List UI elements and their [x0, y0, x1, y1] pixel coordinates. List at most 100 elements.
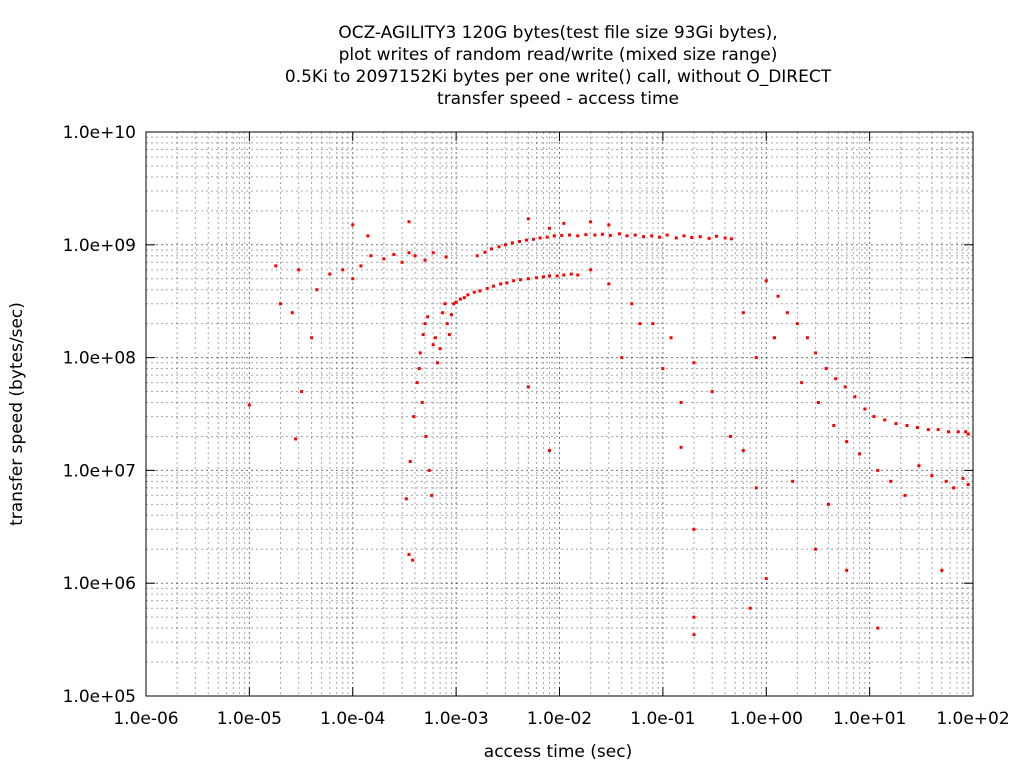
- data-point: [692, 527, 696, 531]
- data-point: [531, 237, 535, 241]
- x-tick-label: 1.0e-03: [423, 709, 488, 729]
- data-point: [651, 322, 655, 326]
- data-point: [853, 395, 857, 399]
- x-tick-label: 1.0e-05: [217, 709, 282, 729]
- data-point: [441, 311, 445, 315]
- data-point: [776, 294, 780, 298]
- data-point: [589, 220, 593, 224]
- data-point: [710, 390, 714, 394]
- data-point: [552, 234, 556, 238]
- data-point: [310, 336, 314, 340]
- data-point: [589, 268, 593, 272]
- data-point: [845, 440, 849, 444]
- data-point: [883, 418, 887, 422]
- data-point: [400, 260, 404, 264]
- data-point: [447, 333, 451, 337]
- data-point: [297, 268, 301, 272]
- data-point: [728, 434, 732, 438]
- data-point: [600, 232, 604, 236]
- data-point: [458, 297, 462, 301]
- data-point: [490, 247, 494, 251]
- y-axis-label: transfer speed (bytes/sec): [7, 302, 27, 526]
- data-point: [424, 434, 428, 438]
- data-point: [816, 400, 820, 404]
- data-point: [952, 486, 956, 490]
- data-point: [510, 241, 514, 245]
- data-point: [956, 430, 960, 434]
- data-point: [427, 468, 431, 472]
- data-point: [568, 233, 572, 237]
- data-point: [593, 233, 597, 237]
- y-tick-label: 1.0e+10: [63, 123, 136, 143]
- data-point: [576, 234, 580, 238]
- x-tick-label: 1.0e-04: [320, 709, 385, 729]
- data-point: [843, 385, 847, 389]
- data-point: [669, 336, 673, 340]
- data-point: [382, 257, 386, 261]
- data-point: [741, 311, 745, 315]
- data-point: [964, 430, 968, 434]
- data-point: [351, 277, 355, 281]
- data-point: [413, 254, 417, 258]
- data-point: [505, 281, 509, 285]
- data-point: [805, 336, 809, 340]
- y-tick-label: 1.0e+05: [63, 687, 136, 707]
- data-point: [478, 289, 482, 293]
- data-point: [562, 273, 566, 277]
- data-point: [431, 251, 435, 255]
- data-point: [417, 367, 421, 371]
- data-point: [944, 479, 948, 483]
- data-point: [729, 237, 733, 241]
- data-point: [584, 233, 588, 237]
- data-point: [665, 233, 669, 237]
- data-point: [795, 322, 799, 326]
- data-points: [247, 217, 970, 637]
- data-point: [814, 351, 818, 355]
- data-point: [915, 426, 919, 430]
- data-point: [430, 493, 434, 497]
- data-point: [723, 236, 727, 240]
- x-tick-label: 1.0e+01: [833, 709, 906, 729]
- data-point: [800, 381, 804, 385]
- data-point: [698, 235, 702, 239]
- data-point: [535, 276, 539, 280]
- data-point: [426, 315, 430, 319]
- data-point: [917, 464, 921, 468]
- data-point: [492, 284, 496, 288]
- data-point: [569, 272, 573, 276]
- data-point: [845, 568, 849, 572]
- data-point: [512, 279, 516, 283]
- data-point: [407, 251, 411, 255]
- data-point: [692, 615, 696, 619]
- y-tick-label: 1.0e+06: [63, 574, 136, 594]
- data-point: [658, 235, 662, 239]
- data-point: [889, 479, 893, 483]
- data-point: [679, 400, 683, 404]
- data-point: [791, 479, 795, 483]
- data-point: [633, 233, 637, 237]
- data-point: [936, 428, 940, 432]
- data-point: [351, 223, 355, 227]
- data-point: [754, 356, 758, 360]
- data-point: [294, 437, 298, 441]
- data-point: [315, 288, 319, 292]
- data-point: [407, 552, 411, 556]
- data-point: [741, 449, 745, 453]
- data-point: [576, 273, 580, 277]
- x-tick-label: 1.0e+02: [936, 709, 1009, 729]
- data-point: [814, 547, 818, 551]
- data-point: [278, 302, 282, 306]
- data-point: [412, 415, 416, 419]
- data-point: [438, 347, 442, 351]
- data-point: [707, 236, 711, 240]
- data-point: [947, 430, 951, 434]
- data-point: [625, 234, 629, 238]
- title-line-2: plot writes of random read/write (mixed …: [339, 45, 778, 65]
- data-point: [555, 274, 559, 278]
- data-point: [519, 278, 523, 282]
- data-point: [274, 264, 278, 268]
- data-point: [690, 236, 694, 240]
- data-point: [404, 497, 408, 501]
- title-line-4: transfer speed - access time: [437, 89, 679, 109]
